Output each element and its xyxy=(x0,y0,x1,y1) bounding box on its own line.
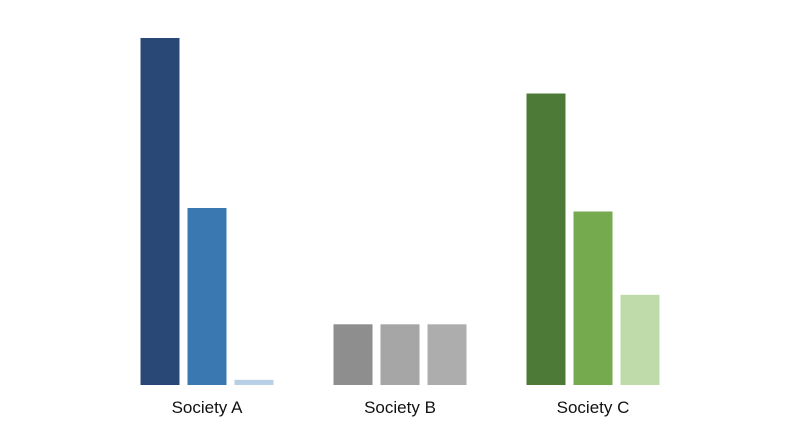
bar-society-c-1 xyxy=(526,93,566,385)
bar-society-b-3 xyxy=(427,324,467,385)
category-label-society-c: Society C xyxy=(557,398,630,417)
category-labels: Society A Society B Society C xyxy=(172,398,630,417)
category-label-society-a: Society A xyxy=(172,398,244,417)
bars-layer xyxy=(140,38,660,385)
bar-society-a-2 xyxy=(187,208,227,385)
bar-society-a-3 xyxy=(234,379,274,385)
category-label-society-b: Society B xyxy=(364,398,436,417)
bar-society-a-1 xyxy=(140,38,180,385)
bar-society-b-1 xyxy=(333,324,373,385)
bar-society-c-2 xyxy=(573,211,613,385)
bar-society-c-3 xyxy=(620,294,660,385)
bar-society-b-2 xyxy=(380,324,420,385)
